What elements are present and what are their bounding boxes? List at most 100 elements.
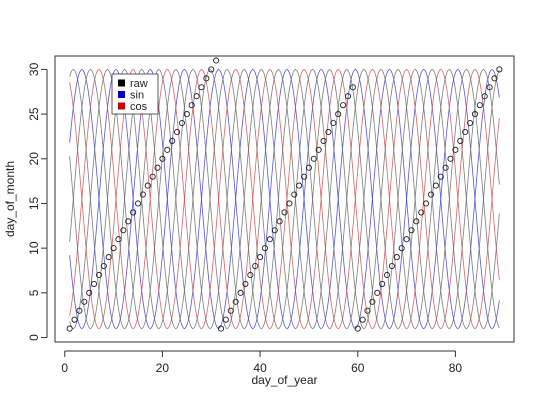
raw-point [383,271,391,279]
raw-point [413,218,420,225]
raw-point [169,137,176,144]
raw-point [491,75,498,82]
raw-point [471,111,478,118]
raw-point [344,93,352,100]
raw-point [110,245,117,252]
raw-point [213,57,220,64]
raw-point [164,146,171,153]
raw-point [359,316,366,323]
raw-point [81,298,88,305]
raw-point [232,298,239,305]
raw-point [335,111,342,118]
raw-point [149,173,156,180]
raw-point [183,111,190,118]
raw-point [374,289,381,296]
raw-point [388,262,395,270]
cos-line-1 [69,68,500,330]
x-tick-label: 80 [449,361,463,375]
raw-point [227,307,234,314]
raw-point [315,146,322,153]
raw-point [305,164,312,171]
raw-point [178,119,186,127]
raw-point [423,200,430,207]
x-tick-label: 0 [61,361,68,375]
legend-label-cos: cos [130,101,148,113]
raw-point [481,93,488,100]
raw-point [403,236,410,243]
raw-point [188,102,195,109]
plot-frame [54,55,515,343]
x-tick-label: 20 [156,361,170,375]
y-tick-label: 25 [27,107,41,121]
raw-point [276,218,283,225]
raw-point [198,84,205,91]
raw-point [476,102,483,109]
x-tick-label: 60 [351,361,365,375]
raw-point [120,227,127,234]
point-layer [66,57,503,332]
x-axis-label: day_of_year [251,373,317,387]
raw-point [86,289,93,296]
legend-swatch-cos [118,102,125,110]
legend-label-sin: sin [130,90,144,102]
raw-point [496,66,503,73]
raw-curves-line-1 [69,68,500,330]
raw-point [247,271,254,279]
y-tick-label: 0 [27,334,41,341]
raw-point [300,173,308,180]
raw-point [105,254,112,261]
raw-curves-line-4 [69,68,500,330]
raw-point [134,200,142,207]
legend-swatch-raw [118,79,125,87]
raw-point [286,200,293,207]
raw-point [281,209,288,216]
raw-point [193,93,200,100]
raw-point [71,316,78,323]
legend-swatch-sin [118,91,125,98]
raw-curves-line-3 [69,68,500,330]
raw-point [261,245,269,252]
raw-curves-line-2 [69,68,500,330]
raw-point [237,289,244,296]
raw-point [271,227,278,234]
raw-point [139,191,146,198]
raw-point [208,66,215,73]
raw-point [325,128,332,136]
raw-point [159,155,166,162]
raw-point [330,119,337,127]
raw-point [203,75,210,82]
y-axis-label: day_of_month [3,161,17,237]
raw-point [291,191,298,198]
raw-point [320,137,327,144]
raw-point [257,254,264,261]
raw-point [462,128,469,136]
raw-point [398,245,405,252]
raw-point [76,307,83,314]
x-tick-label: 40 [253,361,267,375]
raw-point [393,254,400,261]
raw-point [340,102,347,109]
raw-point [154,164,161,171]
raw-point [408,227,415,234]
raw-point [379,280,386,287]
raw-point [452,146,459,153]
raw-point [222,316,229,323]
raw-point [266,236,273,243]
x-axis: 0 20 40 60 80 [61,350,463,375]
raw-point [364,307,371,314]
raw-point [427,191,435,198]
raw-point [217,325,225,332]
raw-point [349,84,356,91]
raw-point [296,182,303,189]
raw-point [100,262,107,270]
raw-point [174,128,181,136]
raw-point [144,182,151,189]
raw-point [442,164,449,171]
y-axis: 0 5 10 15 20 25 30 [27,62,48,341]
raw-point [466,119,474,127]
raw-point [418,209,425,216]
raw-point [432,182,439,189]
raw-point [125,218,132,225]
